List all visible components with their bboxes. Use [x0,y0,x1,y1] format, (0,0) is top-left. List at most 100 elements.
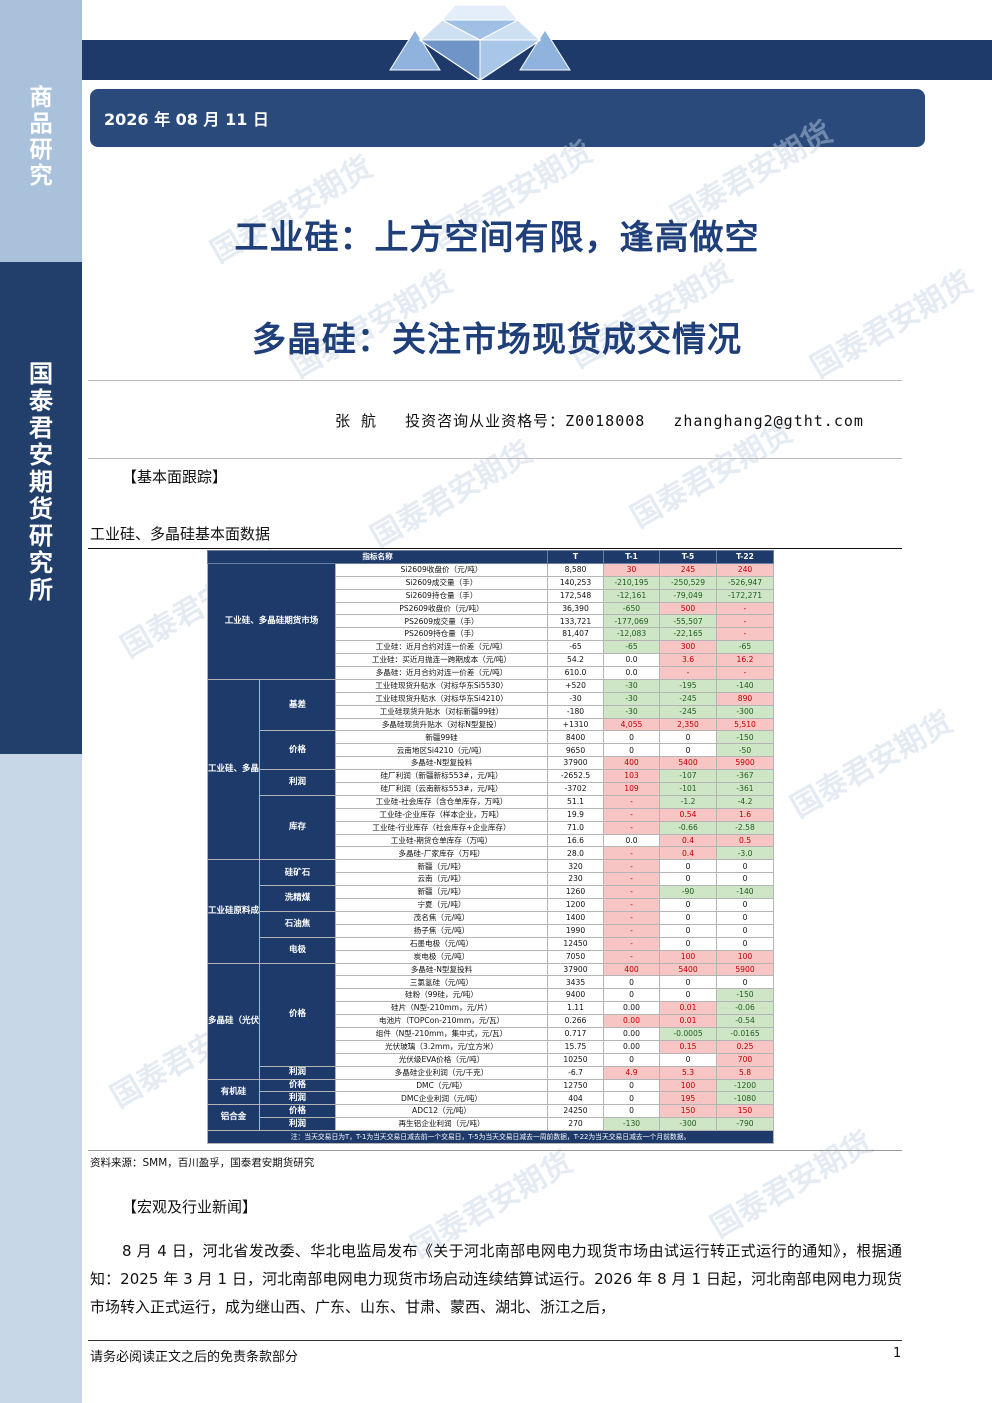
change-t1-cell: -650 [603,601,661,616]
change-t5-cell: 3.6 [659,653,718,668]
value-t-cell: 81,407 [547,627,605,642]
change-t22-cell: -790 [716,1117,775,1132]
change-t1-cell: 30 [603,562,661,577]
change-t5-cell: 0.01 [659,1001,718,1016]
group-cell: 价格 [259,1078,336,1093]
change-t22-cell: 0 [716,859,775,874]
change-t5-cell: 0 [659,923,718,938]
sidebar-org-band [0,262,82,754]
sidebar-bottom-band [0,754,82,1403]
change-t5-cell: 2,350 [659,717,718,732]
header-cell: T-22 [716,550,775,564]
change-t5-cell: -101 [659,782,718,796]
table-row: 硅厂利润（云南新标553#，元/吨） -3702 109 -101 -361 [208,782,775,796]
change-t1-cell: 109 [603,782,661,796]
change-t22-cell: - [716,666,775,680]
change-t22-cell: 0.5 [716,833,775,848]
indicator-name-cell: 多晶硅-N型复投料 [334,962,549,977]
table-note: 注：当天交易日为T，T-1为当天交易日减去前一个交易日，T-5为当天交易日减去一… [206,1130,775,1144]
change-t22-cell: -150 [716,730,775,745]
change-t1-cell: - [603,872,661,887]
table-row: 多晶硅-N型复投料 37900 400 5400 5900 [208,756,775,771]
change-t22-cell: -50 [716,743,775,758]
value-t-cell: 1990 [547,923,605,938]
sidebar-char: 研 [29,521,53,550]
indicator-name-cell: 宁夏（元/吨） [334,898,549,912]
page-number: 1 [893,1346,902,1361]
category-cell: 有机硅 [207,1078,260,1106]
value-t-cell: -180 [547,704,605,719]
diamond-logo-icon [389,4,571,81]
value-t-cell: 1.11 [547,1001,605,1016]
indicator-name-cell: 云南（元/吨） [334,872,549,887]
change-t5-cell: 0.54 [659,807,718,822]
change-t22-cell: -0.06 [716,1001,775,1016]
value-t-cell: 8,580 [547,562,605,577]
change-t22-cell: 150 [716,1104,775,1119]
change-t5-cell: -245 [659,704,718,719]
change-t22-cell: - [716,601,775,616]
table-note-row: 注：当天交易日为T，T-1为当天交易日减去前一个交易日，T-5为当天交易日减去一… [206,1130,775,1144]
table-row: 库存 工业硅-社会库存（含仓单库存，万吨） 51.1- -1.2 -4.2 [208,794,775,861]
indicator-name-cell: 多晶硅现货升贴水（对标N型复投） [334,717,549,732]
table-row: 利润 再生铝企业利润（元/吨） 270 -130 -300 -790 [208,1117,775,1132]
value-t-cell: 172,548 [547,588,605,603]
table-row: 电池片（TOPCon-210mm，元/瓦） 0.266 0.00 0.01 -0.54 [208,1014,775,1028]
table-caption: 工业硅、多晶硅基本面数据 [90,525,271,543]
sidebar-top-band [0,0,82,262]
indicator-name-cell: 再生铝企业利润（元/吨） [334,1117,549,1132]
change-t5-cell: 5400 [659,962,718,977]
change-t1-cell: - [603,923,661,938]
caption-divider [88,548,902,549]
change-t22-cell: -526,947 [716,575,775,590]
change-t5-cell: 5400 [659,756,718,771]
value-t-cell: 37900 [547,962,605,977]
change-t1-cell: -210,195 [603,575,661,590]
author-email[interactable]: zhanghang2@gtht.com [673,412,864,430]
change-t5-cell: -195 [659,678,718,693]
value-t-cell: 270 [547,1117,605,1132]
indicator-name-cell: 硅片（N型-210mm，元/片） [334,1001,549,1016]
change-t22-cell: 5900 [716,962,775,977]
value-t-cell: 320 [547,859,605,874]
value-t-cell: +1310 [547,717,605,732]
indicator-name-cell: 石墨电极（元/吨） [334,936,549,951]
change-t1-cell: 0.00 [603,1026,661,1041]
watermark: 国泰君安期货 [785,704,959,826]
table-row: 铝合金 价格 ADC12（元/吨） 24250 0 150 150 [207,1104,775,1132]
change-t22-cell: 0 [716,872,775,887]
table-row: 工业硅、多晶硅基差工业硅现货升贴水（对标华东Si5530）+520-30-195… [207,678,775,861]
value-t-cell: 15.75 [547,1039,605,1054]
value-t-cell: 140,253 [547,575,605,590]
change-t22-cell: -300 [716,704,775,719]
fundamentals-table: 指标名称 T T-1 T-5 T-22 工业硅、多晶硅期货市场 Si2609收盘价… [206,550,775,1144]
change-t1-cell: 4,055 [603,717,661,732]
change-t5-cell: -0.0005 [659,1026,718,1041]
indicator-name-cell: 工业硅现货升贴水（对标华东Si4210） [334,691,549,706]
value-t-cell: 24250 [547,1104,605,1119]
change-t22-cell: 0 [716,910,775,925]
value-t-cell: 36,390 [547,601,605,616]
change-t1-cell: - [603,936,661,951]
change-t5-cell: -107 [659,769,718,784]
indicator-name-cell: 工业硅现货升贴水（对标新疆99硅） [334,704,549,719]
indicator-name-cell: 工业硅现货升贴水（对标华东Si5530） [334,678,549,693]
indicator-name-cell: DMC企业利润（元/吨） [334,1091,549,1106]
value-t-cell: 12750 [547,1078,605,1093]
change-t1-cell: 0.0 [603,833,661,848]
indicator-name-cell: 硅厂利润（新疆新标553#，元/吨） [334,769,549,784]
group-cell: 价格 [259,1104,336,1119]
category-cell: 铝合金 [207,1104,260,1132]
value-t-cell: 51.1 [547,794,605,809]
indicator-name-cell: 硅粉（99硅，元/吨） [334,988,549,1003]
change-t22-cell: -140 [716,678,775,693]
group-cell: 洗精煤 [259,885,336,912]
sub-title: 多晶硅：关注市场现货成交情况 [252,320,742,360]
value-t-cell: 3435 [547,975,605,990]
change-t22-cell: 100 [716,949,775,964]
value-t-cell: -65 [547,640,605,655]
author-license: 投资咨询从业资格号：Z0018008 [405,412,646,430]
change-t5-cell: 500 [659,601,718,616]
sidebar-char: 究 [29,548,53,577]
table-row: 工业硅-行业库存（社会库存+企业库存） 71.0- -0.66 -2.58 [208,820,775,835]
